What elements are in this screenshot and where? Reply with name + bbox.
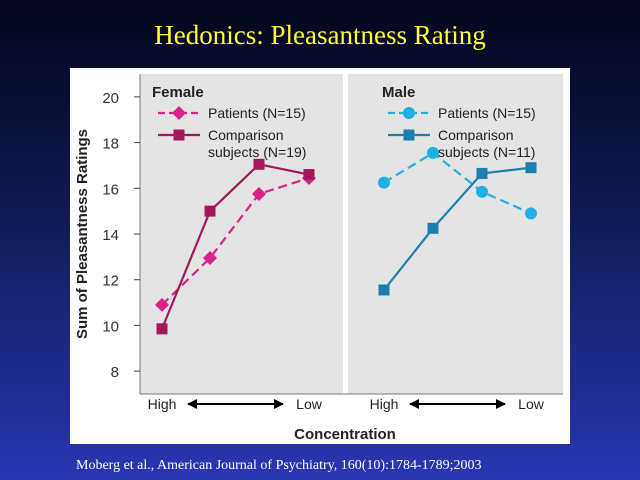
x-axis-title: Concentration [294, 426, 396, 443]
panel-background-male [348, 74, 563, 394]
data-point-female-patients-2 [203, 251, 217, 265]
data-point-male-patients-1 [378, 176, 390, 189]
legend-label-female-comparison-line1: Comparison [208, 127, 283, 143]
y-axis-title: Sum of Pleasantness Ratings [74, 129, 91, 339]
legend-marker-female-patients [172, 106, 186, 120]
series-line-male-comparison [383, 166, 532, 291]
x-tick-label-low-female: Low [296, 396, 323, 412]
y-tick-label-16: 16 [102, 181, 119, 198]
citation: Moberg et al., American Journal of Psych… [76, 458, 482, 473]
panel-background-female [140, 74, 343, 394]
legend-label-male-patients: Patients (N=15) [438, 105, 536, 121]
panel-title-male: Male [382, 84, 415, 101]
x-tick-label-high-male: High [370, 396, 399, 412]
data-point-female-patients-1 [155, 297, 169, 312]
data-point-female-comparison-3 [253, 158, 265, 170]
data-point-male-comparison-3 [476, 167, 488, 179]
panel-title-female: Female [152, 84, 204, 101]
y-tick-label-14: 14 [102, 227, 119, 244]
x-tick-label-high-female: High [148, 396, 177, 412]
data-point-female-comparison-1 [156, 323, 168, 335]
data-point-male-patients-3 [476, 185, 488, 198]
y-tick-label-12: 12 [102, 273, 119, 290]
chart-panel: 8 10 12 14 16 18 20 Sum of Pleasantness Ratings… [70, 68, 570, 444]
data-point-female-comparison-4 [303, 169, 315, 181]
data-point-male-comparison-1 [378, 284, 390, 296]
legend-label-male-comparison-line1: Comparison [438, 127, 513, 143]
x-tick-label-low-male: Low [518, 396, 545, 412]
legend-label-female-comparison-line2: subjects (N=19) [208, 144, 306, 160]
legend-marker-female-comparison [173, 129, 185, 141]
series-line-female-patients [161, 176, 310, 306]
y-tick-label-20: 20 [102, 90, 119, 107]
pleasantness-chart: 8 10 12 14 16 18 20 Sum of Pleasantness Ratings… [74, 74, 563, 443]
legend-label-male-comparison-line2: subjects (N=11) [438, 144, 535, 160]
series-line-female-comparison [160, 163, 310, 330]
data-point-female-patients-3 [252, 187, 266, 201]
y-tick-label-8: 8 [111, 364, 119, 381]
data-point-male-comparison-2 [427, 222, 439, 234]
series-line-male-patients [383, 151, 532, 215]
legend-label-female-patients: Patients (N=15) [208, 105, 306, 121]
legend-marker-male-patients [403, 107, 415, 119]
data-point-male-patients-2 [427, 146, 439, 159]
data-point-female-comparison-2 [204, 205, 216, 217]
legend-marker-male-comparison [403, 129, 415, 141]
slide-title: Hedonics: Pleasantness Rating [154, 20, 486, 50]
y-tick-label-10: 10 [102, 318, 119, 335]
y-tick-label-18: 18 [102, 136, 119, 153]
data-point-male-comparison-4 [525, 162, 537, 174]
data-point-male-patients-4 [525, 207, 537, 220]
